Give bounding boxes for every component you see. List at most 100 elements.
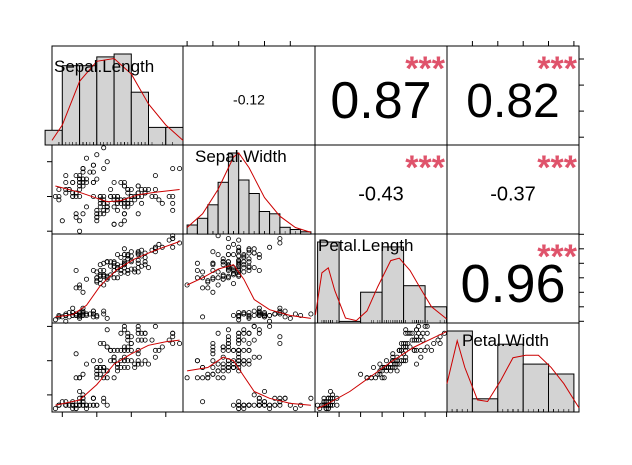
- scatter-point: [101, 368, 107, 374]
- scatter-point: [142, 337, 148, 343]
- scatter-point: [230, 364, 236, 370]
- scatter-point: [210, 344, 216, 350]
- scatter-point: [77, 183, 83, 189]
- scatter-point: [101, 272, 107, 278]
- scatter-point: [424, 344, 430, 350]
- scatter-point: [200, 269, 206, 275]
- scatter-point: [225, 337, 231, 343]
- scatter-point: [63, 173, 69, 179]
- scatter-point: [152, 193, 158, 199]
- scatter-point: [139, 247, 145, 253]
- scatter-point: [277, 305, 283, 311]
- scatter-point: [111, 204, 117, 210]
- scatter-point: [121, 200, 127, 206]
- scatter-point: [104, 276, 110, 282]
- scatter-point: [251, 354, 257, 360]
- scatter-point: [104, 344, 110, 350]
- scatter-point: [210, 351, 216, 357]
- scatter-point: [121, 364, 127, 370]
- smooth-line: [55, 241, 180, 318]
- scatter-point: [77, 375, 83, 381]
- scatter-point: [121, 358, 127, 364]
- scatter-point: [225, 252, 231, 258]
- scatter-point: [236, 244, 242, 250]
- scatter-point: [152, 173, 158, 179]
- scatter-point: [370, 364, 376, 370]
- scatter-point: [394, 368, 400, 374]
- scatter-point: [241, 406, 247, 412]
- scatter-point: [246, 265, 252, 271]
- scatter-point: [267, 406, 273, 412]
- scatter-point: [418, 354, 424, 360]
- scatter-point: [108, 186, 114, 192]
- scatter-point: [256, 399, 262, 405]
- scatter-point: [135, 351, 141, 357]
- scatter-point: [125, 200, 131, 206]
- scatter-point: [220, 262, 226, 268]
- scatter-point: [251, 312, 257, 318]
- scatter-point: [282, 314, 288, 320]
- scatter-point: [142, 330, 148, 336]
- scatter-point: [77, 173, 83, 179]
- scatter-point: [236, 253, 242, 259]
- scatter-point: [170, 236, 176, 242]
- scatter-point: [97, 262, 103, 268]
- histogram-bar: [338, 320, 362, 324]
- scatter-point: [200, 364, 206, 370]
- scatter-point: [70, 193, 76, 199]
- scatter-point: [236, 330, 242, 336]
- scatter-point: [97, 364, 103, 370]
- smooth-line: [186, 264, 311, 319]
- scatter-point: [77, 193, 83, 199]
- density-curve: [314, 257, 447, 322]
- scatter-point: [80, 183, 86, 189]
- scatter-point: [272, 395, 278, 401]
- scatter-point: [236, 358, 242, 364]
- scatter-point: [145, 361, 151, 367]
- scatter-point: [104, 207, 110, 213]
- scatter-point: [409, 330, 415, 336]
- significance-stars: ***: [405, 149, 445, 187]
- scatter-point: [73, 351, 79, 357]
- scatter-point: [84, 179, 90, 185]
- scatter-point: [246, 402, 252, 408]
- scatter-point: [152, 347, 158, 353]
- scatter-point: [80, 166, 86, 172]
- scatter-point: [215, 361, 221, 367]
- scatter-point: [84, 361, 90, 367]
- scatter-point: [125, 344, 131, 350]
- scatter-point: [177, 340, 183, 346]
- scatter-point: [205, 278, 211, 284]
- scatter-point: [80, 399, 86, 405]
- histogram-bar: [258, 211, 271, 235]
- scatter-point: [128, 340, 134, 346]
- scatter-point: [156, 197, 162, 203]
- scatter-point: [327, 395, 333, 401]
- scatter-point: [420, 330, 426, 336]
- scatter-point: [215, 282, 221, 288]
- scatter-point: [200, 399, 206, 405]
- scatter-point: [166, 337, 172, 343]
- scatter-point: [230, 402, 236, 408]
- scatter-point: [251, 323, 257, 329]
- scatter-point: [241, 262, 247, 268]
- scatter-point: [128, 347, 134, 353]
- scatter-point: [73, 193, 79, 199]
- scatter-point: [411, 347, 417, 353]
- scatter-point: [90, 358, 96, 364]
- histogram-bar: [424, 306, 448, 324]
- scatter-point: [236, 314, 242, 320]
- scatter-point: [101, 193, 107, 199]
- scatter-point: [267, 312, 273, 318]
- scatter-point: [241, 265, 247, 271]
- scatter-point: [241, 358, 247, 364]
- scatter-point: [94, 375, 100, 381]
- histogram-bar: [207, 204, 219, 235]
- scatter-point: [321, 399, 327, 405]
- correlation-value: -0.43: [358, 184, 404, 206]
- scatter-point: [315, 402, 321, 408]
- scatter-point: [403, 327, 409, 333]
- scatter-point: [121, 327, 127, 333]
- scatter-point: [115, 275, 121, 281]
- scatter-point: [80, 371, 86, 377]
